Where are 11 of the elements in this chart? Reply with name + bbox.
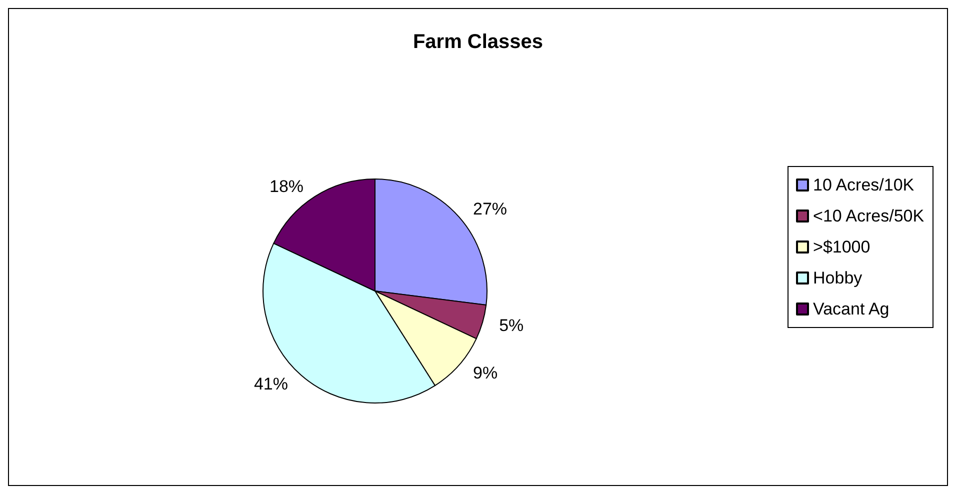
legend-label: <10 Acres/50K bbox=[813, 206, 925, 226]
data-label: 41% bbox=[254, 374, 288, 394]
data-label: 18% bbox=[270, 176, 304, 196]
chart-title: Farm Classes bbox=[412, 31, 544, 53]
data-label: 9% bbox=[473, 364, 498, 383]
legend-label: 10 Acres/10K bbox=[813, 176, 915, 194]
data-label: 5% bbox=[499, 316, 524, 336]
legend-label: >$1000 bbox=[813, 238, 870, 256]
data-label: 27% bbox=[473, 199, 508, 218]
legend-label: Hobby bbox=[813, 268, 863, 288]
legend-label: Vacant Ag bbox=[813, 300, 890, 318]
